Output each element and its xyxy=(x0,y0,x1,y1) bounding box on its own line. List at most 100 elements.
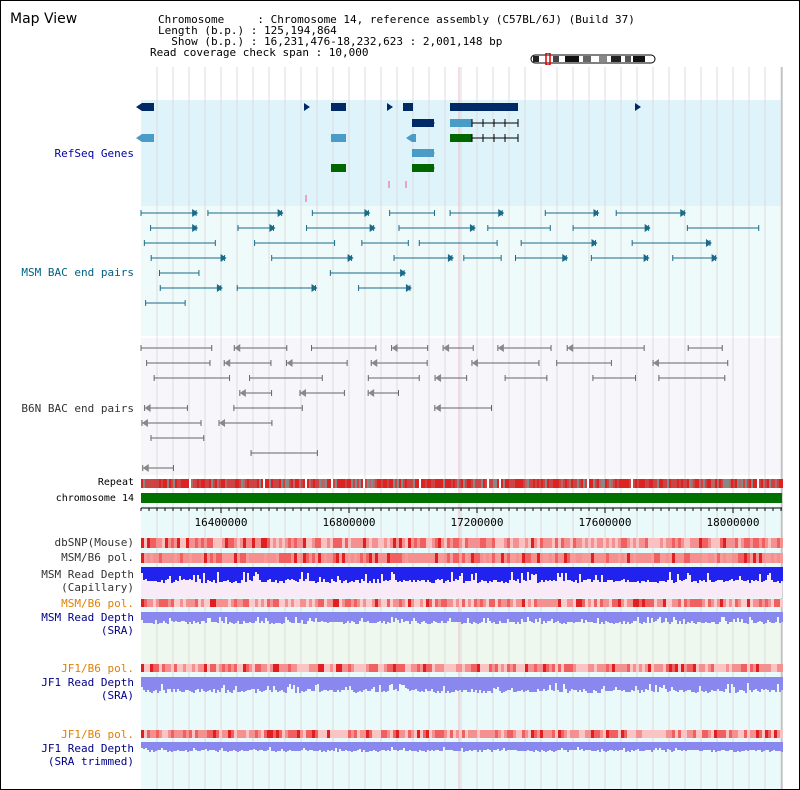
polymorphism-bin xyxy=(573,664,576,672)
polymorphism-bin xyxy=(606,730,609,738)
read-depth-bin xyxy=(531,742,533,751)
polymorphism-bin xyxy=(369,730,372,738)
read-depth-bin xyxy=(697,742,699,750)
gene-feature xyxy=(142,103,154,111)
read-depth-bin xyxy=(323,742,325,751)
track-label-jf1-b6-pol[interactable]: JF1/B6 pol. xyxy=(61,662,134,675)
track-label-msm-read-sra[interactable]: MSM Read Depth xyxy=(41,611,134,624)
read-depth-bin xyxy=(391,677,393,684)
repeat-element xyxy=(661,479,663,488)
read-depth-bin xyxy=(297,567,299,582)
read-depth-bin xyxy=(283,677,285,692)
track-label-jf1-read-sra[interactable]: JF1 Read Depth xyxy=(41,676,134,689)
polymorphism-bin xyxy=(513,538,516,548)
track-label-jf1-read-sra-sub: (SRA) xyxy=(100,689,134,702)
polymorphism-bin xyxy=(183,538,186,548)
polymorphism-bin xyxy=(303,664,306,672)
read-depth-bin xyxy=(217,612,219,623)
read-depth-bin xyxy=(267,567,269,580)
refseq-gene-features xyxy=(136,103,641,202)
polymorphism-bin xyxy=(207,664,210,672)
read-depth-bin xyxy=(303,612,305,624)
polymorphism-bin xyxy=(729,730,732,738)
read-depth-bin xyxy=(231,612,233,623)
read-depth-bin xyxy=(145,742,147,748)
read-depth-bin xyxy=(303,677,305,692)
polymorphism-bin xyxy=(516,664,519,672)
polymorphism-bin xyxy=(408,730,411,738)
read-depth-bin xyxy=(453,567,455,581)
read-depth-bin xyxy=(577,742,579,747)
track-label-msm-b6-pol-2[interactable]: MSM/B6 pol. xyxy=(61,597,134,610)
polymorphism-bin xyxy=(774,538,777,548)
polymorphism-bin xyxy=(399,538,402,548)
read-depth-bin xyxy=(291,742,293,751)
read-depth-bin xyxy=(771,677,773,690)
read-depth-bin xyxy=(635,677,637,686)
read-depth-bin xyxy=(711,612,713,622)
polymorphism-bin xyxy=(267,664,270,672)
track-label-repeat[interactable]: Repeat xyxy=(97,477,134,488)
repeat-element xyxy=(533,479,535,488)
polymorphism-bin xyxy=(651,730,654,738)
read-depth-bin xyxy=(317,567,319,582)
polymorphism-bin xyxy=(471,599,474,607)
polymorphism-bin xyxy=(702,730,705,738)
strand-arrow xyxy=(136,103,142,111)
polymorphism-bin xyxy=(420,664,423,672)
read-depth-bin xyxy=(151,567,153,581)
read-depth-bin xyxy=(657,742,659,750)
polymorphism-bin xyxy=(597,553,600,563)
track-label-dbsnp[interactable]: dbSNP(Mouse) xyxy=(54,536,134,549)
read-depth-bin xyxy=(627,612,629,622)
polymorphism-bin xyxy=(405,538,408,548)
polymorphism-bin xyxy=(615,599,618,607)
read-depth-bin xyxy=(629,567,631,582)
read-depth-bin xyxy=(439,677,441,693)
polymorphism-bin xyxy=(627,664,630,672)
read-depth-bin xyxy=(523,612,525,622)
strand-arrow xyxy=(434,404,441,412)
track-label-b6n-bac[interactable]: B6N BAC end pairs xyxy=(21,402,134,415)
polymorphism-bin xyxy=(765,599,768,607)
track-label-refseq[interactable]: RefSeq Genes xyxy=(54,147,134,160)
track-label-jf1-read-trim[interactable]: JF1 Read Depth xyxy=(41,742,134,755)
polymorphism-bin xyxy=(237,730,240,738)
polymorphism-bin xyxy=(414,664,417,672)
polymorphism-bin xyxy=(450,599,453,607)
track-label-jf1-b6-pol-2[interactable]: JF1/B6 pol. xyxy=(61,728,134,741)
read-depth-bin xyxy=(639,612,641,623)
track-label-msm-bac[interactable]: MSM BAC end pairs xyxy=(21,266,134,279)
read-depth-bin xyxy=(601,742,603,749)
polymorphism-bin xyxy=(495,730,498,738)
read-depth-bin xyxy=(389,567,391,580)
read-depth-bin xyxy=(271,677,273,692)
read-depth-bin xyxy=(499,567,501,582)
repeat-element xyxy=(191,479,193,488)
track-label-msm-read-cap[interactable]: MSM Read Depth xyxy=(41,568,134,581)
polymorphism-bin xyxy=(609,664,612,672)
polymorphism-bin xyxy=(426,730,429,738)
read-depth-bin xyxy=(639,742,641,751)
read-depth-bin xyxy=(713,612,715,622)
polymorphism-bin xyxy=(339,730,342,738)
repeat-element xyxy=(255,479,257,488)
read-depth-bin xyxy=(535,612,537,619)
polymorphism-bin xyxy=(207,730,210,738)
polymorphism-bin xyxy=(606,538,609,548)
read-depth-bin xyxy=(557,742,559,750)
read-depth-bin xyxy=(245,677,247,691)
repeat-element xyxy=(595,479,597,488)
polymorphism-bin xyxy=(681,538,684,548)
chromosome-ideogram[interactable] xyxy=(529,53,659,65)
read-depth-bin xyxy=(643,677,645,692)
read-depth-bin xyxy=(399,677,401,684)
repeat-element xyxy=(269,479,271,488)
read-depth-bin xyxy=(425,742,427,752)
read-depth-bin xyxy=(353,742,355,751)
read-depth-bin xyxy=(487,742,489,749)
polymorphism-bin xyxy=(774,599,777,607)
gene-marker xyxy=(388,181,390,188)
track-label-msm-b6-pol[interactable]: MSM/B6 pol. xyxy=(61,551,134,564)
